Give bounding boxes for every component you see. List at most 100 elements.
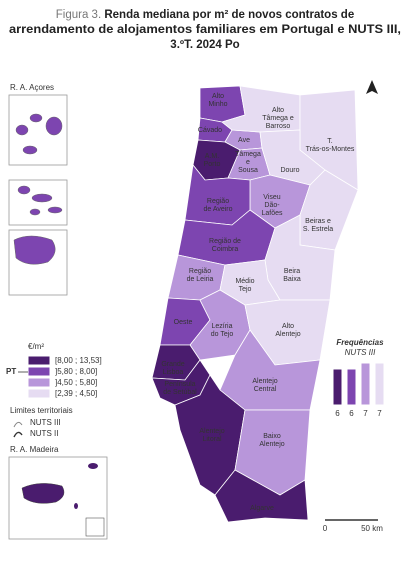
frequency-subtitle: NUTS III (345, 348, 376, 357)
region-label-line: e (246, 159, 250, 166)
region-label-line: Península (164, 381, 195, 388)
island (74, 503, 78, 509)
region-label-line: Central (254, 386, 277, 393)
region-label-line: A.M. (205, 153, 219, 160)
island (31, 193, 53, 203)
region (214, 469, 309, 523)
region-label-line: de Aveiro (203, 206, 232, 213)
region-label-line: Tâmega (235, 151, 261, 158)
region-label: Beiras e S. Estrela (303, 218, 333, 233)
region-label-line: Viseu (263, 194, 280, 201)
region-label-line: Oeste (174, 319, 193, 326)
region-label-line: Baixa (283, 276, 301, 283)
inset-frame (8, 229, 68, 296)
region-label: Viseu Dão-Lafões (261, 194, 283, 217)
frequency-label: 7 (363, 409, 368, 418)
region-label-line: Algarve (250, 505, 274, 512)
region-label-line: Região (189, 268, 211, 275)
region-label-line: de Leiria (187, 276, 214, 283)
region-label: Região de Coimbra (209, 238, 241, 253)
region-label-line: de Setúbal (163, 389, 197, 396)
legend-unit: €/m² (28, 342, 44, 351)
legend-swatch (27, 355, 51, 366)
region-label-line: Alentejo (199, 428, 224, 435)
region-label: Algarve (250, 505, 274, 512)
region-label-line: Ave (238, 137, 250, 144)
inset-frame (85, 517, 105, 537)
legend-swatch (27, 366, 51, 377)
limits-title: Limites territoriais (10, 406, 73, 415)
region-label-line: Grande (161, 361, 184, 368)
region-label: Beira Baixa (283, 268, 301, 283)
frequency-label: 6 (349, 409, 354, 418)
region-label: Alto Minho (208, 93, 227, 108)
region-label: T. Trás-os-Montes (306, 138, 355, 153)
pt-label: PT (6, 367, 16, 376)
island (15, 124, 29, 136)
inset-frame (8, 456, 108, 540)
region-label: Médio Tejo (235, 278, 254, 293)
region-label-line: Lezíria (211, 323, 232, 330)
frequency-label: 7 (377, 409, 382, 418)
limits-item: NUTS II (30, 429, 58, 438)
region-label-line: Alentejo (259, 441, 284, 448)
region-label: Tâmega e Sousa (235, 151, 261, 174)
region-label-line: Litoral (202, 436, 222, 443)
region-label-line: Douro (280, 167, 299, 174)
island (17, 185, 31, 195)
frequency-bar (346, 368, 357, 406)
legend-label: ]4,50 ; 5,80] (55, 378, 97, 387)
region-label-line: Médio (235, 278, 254, 285)
region-label: Lezíria do Tejo (211, 323, 234, 338)
region-label-line: Região de (209, 238, 241, 245)
region-label-line: Porto (204, 161, 221, 168)
region-label-line: Alto (282, 323, 294, 330)
region-label: Península de Setúbal (163, 381, 197, 396)
region-label: Ave (238, 137, 250, 144)
region-label-line: Beira (284, 268, 300, 275)
region-label-line: S. Estrela (303, 226, 333, 233)
region-label-line: Alentejo (275, 331, 300, 338)
region-label-line: Sousa (238, 167, 258, 174)
region-label: Alto Alentejo (275, 323, 300, 338)
region-label: Região de Aveiro (203, 198, 232, 213)
region-label-line: Lisboa (163, 369, 184, 376)
region-label: Baixo Alentejo (259, 433, 284, 448)
legend-label: [8,00 ; 13,53] (55, 356, 102, 365)
title-line: Figura 3. Renda mediana por m² de novos … (56, 9, 354, 21)
figure-number: Figura 3. (56, 9, 101, 21)
island (22, 145, 38, 155)
region-label-line: Minho (208, 101, 227, 108)
island (29, 113, 43, 123)
region-label-line: Tâmega e (262, 115, 294, 122)
region-label-line: T. (327, 138, 333, 145)
island (47, 206, 63, 214)
legend-swatch (27, 377, 51, 388)
island (13, 235, 56, 265)
scale-label: 0 (323, 524, 328, 533)
north-arrow (366, 80, 378, 94)
inset-frame (8, 179, 68, 226)
frequency-bar (332, 368, 343, 406)
region-label-line: Lafões (261, 210, 283, 217)
title-text: Renda mediana por m² de novos contratos … (104, 9, 354, 21)
region-label: Região de Leiria (187, 268, 214, 283)
title-line: 3.ºT. 2024 Po (170, 39, 239, 51)
region-label: Alentejo Litoral (199, 428, 224, 443)
island (29, 208, 41, 216)
legend-label: [2,39 ; 4,50] (55, 389, 97, 398)
legend-label: ]5,80 ; 8,00] (55, 367, 97, 376)
inset-frame (8, 94, 68, 166)
region-label: Oeste (174, 319, 193, 326)
region-label: Alentejo Central (252, 378, 277, 393)
region-label-line: Alto (212, 93, 224, 100)
region-label-line: Beiras e (305, 218, 331, 225)
frequency-bar (360, 362, 371, 406)
nuts3-symbol (13, 421, 23, 428)
region-label-line: Dão- (264, 202, 280, 209)
region-label: A.M. Porto (204, 153, 221, 168)
frequency-bar (374, 362, 385, 406)
island (88, 463, 98, 469)
inset-title: R. A. Madeira (10, 445, 59, 454)
region-label-line: do Tejo (211, 331, 234, 338)
